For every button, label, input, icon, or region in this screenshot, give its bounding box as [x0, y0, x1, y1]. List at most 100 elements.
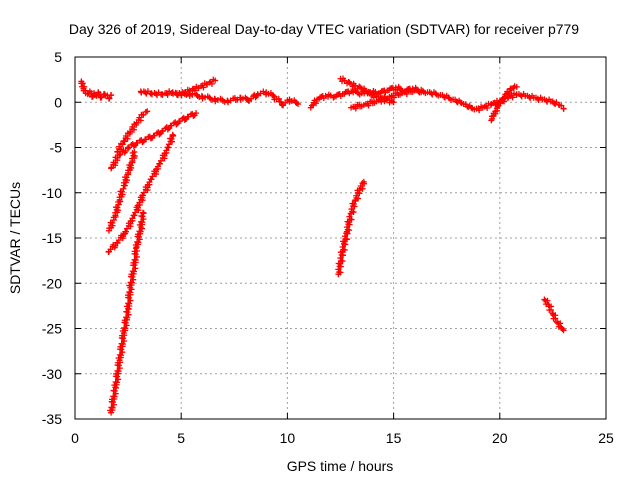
- data-point: [140, 216, 147, 223]
- series-14: [541, 296, 567, 334]
- data-point: [346, 227, 353, 234]
- data-point: [118, 346, 125, 353]
- data-point: [293, 100, 300, 107]
- data-point: [97, 94, 104, 101]
- grid: [75, 57, 606, 419]
- data-point: [119, 341, 126, 348]
- y-tick-label: 5: [54, 49, 62, 65]
- data-point: [131, 149, 138, 156]
- series-12: [107, 209, 147, 416]
- data-point: [270, 92, 277, 99]
- data-point: [131, 248, 138, 255]
- x-tick-label: 15: [386, 430, 402, 446]
- data-point: [132, 265, 139, 272]
- data-point: [113, 379, 120, 386]
- data-point: [118, 352, 125, 359]
- series-3: [173, 88, 302, 109]
- data-point: [350, 209, 357, 216]
- data-point: [109, 404, 116, 411]
- y-tick-label: -5: [50, 140, 63, 156]
- data-point: [337, 269, 344, 276]
- data-point: [132, 251, 139, 258]
- data-point: [139, 209, 146, 216]
- data-point: [109, 399, 116, 406]
- data-point: [120, 335, 127, 342]
- data-point: [123, 174, 130, 181]
- x-tick-label: 5: [177, 430, 185, 446]
- data-point: [164, 144, 171, 151]
- series-11: [105, 149, 138, 234]
- data-point: [295, 101, 302, 108]
- data-point: [126, 300, 133, 307]
- data-point: [166, 141, 173, 148]
- series-6: [348, 86, 567, 114]
- x-tick-labels: 0 5 10 15 20 25: [71, 430, 614, 446]
- data-point: [457, 99, 464, 106]
- data-point: [276, 98, 283, 105]
- data-point: [543, 97, 550, 104]
- data-point: [169, 131, 176, 138]
- data-point: [127, 297, 134, 304]
- data-point: [560, 105, 567, 112]
- x-axis-label: GPS time / hours: [287, 458, 394, 474]
- data-point: [131, 268, 138, 275]
- data-series: [78, 75, 567, 416]
- data-point: [129, 273, 136, 280]
- y-tick-label: -30: [42, 366, 62, 382]
- data-point: [112, 390, 119, 397]
- data-point: [468, 104, 475, 111]
- data-point: [341, 247, 348, 254]
- data-point: [526, 94, 533, 101]
- y-axis-label: SDTVAR / TECUs: [7, 182, 23, 294]
- x-tick-label: 10: [280, 430, 296, 446]
- series-5: [337, 75, 397, 106]
- data-point: [122, 325, 129, 332]
- series-13: [335, 178, 368, 278]
- data-point: [133, 253, 140, 260]
- data-point: [79, 80, 86, 87]
- data-point: [275, 95, 282, 102]
- data-point: [337, 263, 344, 270]
- data-point: [517, 92, 524, 99]
- series-4: [307, 83, 425, 111]
- data-point: [115, 368, 122, 375]
- data-point: [212, 77, 219, 84]
- data-point: [513, 83, 520, 90]
- data-point: [135, 239, 142, 246]
- series-1: [78, 78, 115, 102]
- data-point: [139, 219, 146, 226]
- data-point: [115, 362, 122, 369]
- data-point: [557, 320, 564, 327]
- y-tick-label: -35: [42, 411, 62, 427]
- data-point: [492, 108, 499, 115]
- data-point: [108, 92, 115, 99]
- y-tick-labels: 5 0 -5 -10 -15 -20 -25 -30 -35: [42, 49, 62, 427]
- data-point: [132, 257, 139, 264]
- data-point: [346, 213, 353, 220]
- y-tick-label: -20: [42, 275, 62, 291]
- data-point: [119, 349, 126, 356]
- data-point: [494, 103, 501, 110]
- data-point: [114, 373, 121, 380]
- data-point: [325, 93, 332, 100]
- data-point: [168, 135, 175, 142]
- data-point: [130, 276, 137, 283]
- data-point: [534, 95, 541, 102]
- data-point: [116, 194, 123, 201]
- data-point: [360, 178, 367, 185]
- data-point: [116, 365, 123, 372]
- y-tick-label: -25: [42, 321, 62, 337]
- x-tick-label: 0: [71, 430, 79, 446]
- y-tick-label: 0: [54, 94, 62, 110]
- y-tick-label: -15: [42, 230, 62, 246]
- data-point: [121, 338, 128, 345]
- data-point: [344, 236, 351, 243]
- data-point: [106, 225, 113, 232]
- y-tick-label: -10: [42, 185, 62, 201]
- data-point: [126, 294, 133, 301]
- data-point: [552, 315, 559, 322]
- chart-title: Day 326 of 2019, Sidereal Day-to-day VTE…: [69, 21, 579, 37]
- data-point: [350, 201, 357, 208]
- data-point: [111, 393, 118, 400]
